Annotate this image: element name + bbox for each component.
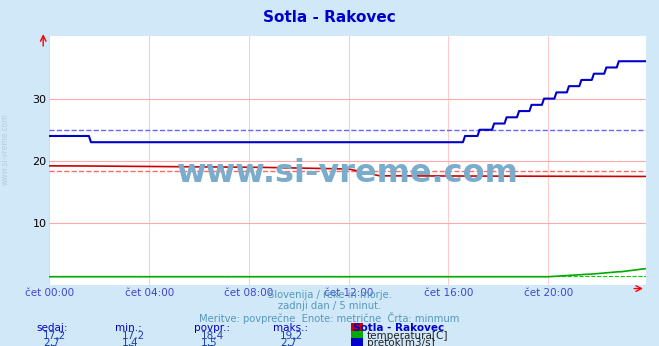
Text: 2,7: 2,7 bbox=[280, 338, 297, 346]
Text: sedaj:: sedaj: bbox=[36, 323, 68, 333]
Text: 23: 23 bbox=[122, 345, 135, 346]
Text: min.:: min.: bbox=[115, 323, 142, 333]
Text: zadnji dan / 5 minut.: zadnji dan / 5 minut. bbox=[278, 301, 381, 311]
Text: povpr.:: povpr.: bbox=[194, 323, 231, 333]
Text: temperatura[C]: temperatura[C] bbox=[367, 331, 449, 341]
Text: pretok[m3/s]: pretok[m3/s] bbox=[367, 338, 435, 346]
Text: 18,4: 18,4 bbox=[201, 331, 224, 341]
Text: www.si-vreme.com: www.si-vreme.com bbox=[177, 158, 519, 189]
Text: www.si-vreme.com: www.si-vreme.com bbox=[1, 113, 10, 185]
Text: maks.:: maks.: bbox=[273, 323, 308, 333]
Text: Meritve: povprečne  Enote: metrične  Črta: minmum: Meritve: povprečne Enote: metrične Črta:… bbox=[199, 312, 460, 324]
Text: 17,2: 17,2 bbox=[43, 331, 66, 341]
Text: 1,5: 1,5 bbox=[201, 338, 217, 346]
Text: 19,2: 19,2 bbox=[280, 331, 303, 341]
Text: Sotla - Rakovec: Sotla - Rakovec bbox=[263, 10, 396, 25]
Text: 1,4: 1,4 bbox=[122, 338, 138, 346]
Text: 2,7: 2,7 bbox=[43, 338, 59, 346]
Text: 25: 25 bbox=[201, 345, 214, 346]
Text: 36: 36 bbox=[43, 345, 56, 346]
Text: 17,2: 17,2 bbox=[122, 331, 145, 341]
Text: Sotla - Rakovec: Sotla - Rakovec bbox=[353, 323, 444, 333]
Text: 36: 36 bbox=[280, 345, 293, 346]
Text: višina[cm]: višina[cm] bbox=[367, 345, 422, 346]
Text: Slovenija / reke in morje.: Slovenija / reke in morje. bbox=[268, 290, 391, 300]
